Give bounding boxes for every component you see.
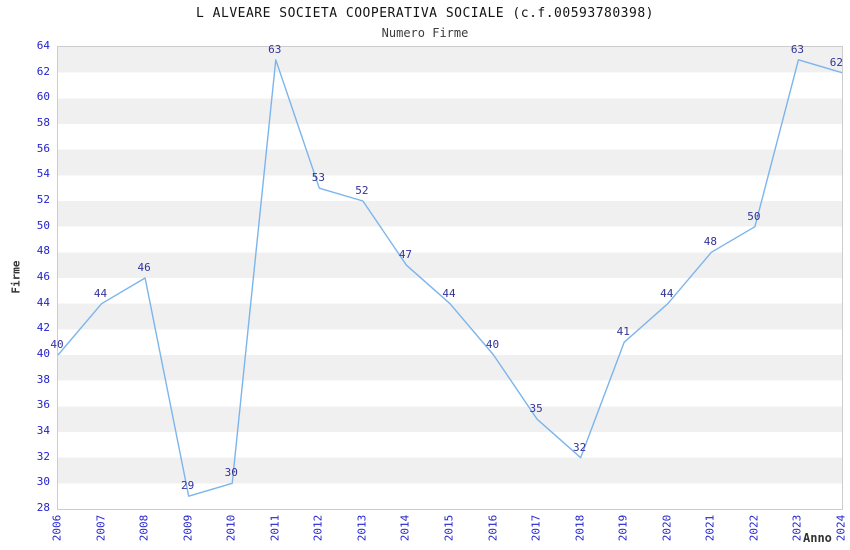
plot-area: [57, 46, 843, 510]
x-axis-tick-label: 2010: [224, 514, 238, 542]
x-axis-tick-label: 2014: [398, 514, 412, 542]
x-axis-tick-label: 2009: [181, 514, 195, 542]
y-axis-tick-label: 28: [36, 501, 50, 514]
x-axis-tick-label: 2019: [616, 514, 630, 542]
data-point-label: 62: [829, 55, 843, 69]
y-axis-tick-label: 46: [36, 270, 50, 283]
data-point-label: 44: [660, 286, 674, 300]
data-point-label: 46: [137, 261, 151, 274]
data-point-label: 63: [790, 42, 805, 56]
x-axis-tick-label: 2020: [660, 514, 674, 542]
x-axis-tick-label: 2021: [703, 514, 717, 542]
data-point-label: 29: [181, 479, 195, 493]
y-axis-tick-label: 32: [36, 449, 50, 463]
x-axis-tick-label: 2016: [486, 514, 500, 542]
data-point-label: 41: [616, 325, 630, 339]
y-axis-tick-label: 30: [36, 475, 50, 489]
x-axis-tick-label: 2011: [268, 514, 282, 542]
x-axis-tick-label: 2015: [442, 514, 456, 542]
y-axis-tick-label: 36: [36, 398, 50, 412]
y-axis-tick-label: 50: [36, 218, 50, 232]
x-axis-tick-label: 2013: [355, 514, 369, 542]
line-series: [57, 59, 843, 497]
y-axis-tick-label: 52: [36, 193, 50, 206]
chart-title: L ALVEARE SOCIETA COOPERATIVA SOCIALE (c…: [196, 6, 654, 21]
data-point-label: 47: [398, 248, 413, 262]
series-polyline: [57, 59, 843, 497]
x-axis-tick-label: 2023: [790, 514, 804, 542]
y-axis-tick-label: 62: [36, 64, 50, 78]
x-axis-tick-label: 2012: [311, 514, 325, 542]
x-axis-tick-label: 2018: [573, 514, 587, 542]
data-point-label: 52: [355, 184, 369, 197]
y-axis-tick-label: 58: [36, 116, 50, 129]
chart-subtitle: Numero Firme: [381, 26, 469, 40]
data-point-label: 40: [50, 338, 64, 351]
x-axis-tick-label: 2008: [137, 514, 151, 542]
data-point-label: 30: [224, 466, 238, 480]
y-axis-tick-label: 42: [36, 321, 50, 335]
y-axis-tick-label: 60: [36, 90, 50, 104]
x-axis-tick-label: 2022: [747, 514, 761, 542]
y-axis-tick-label: 44: [36, 295, 50, 309]
y-axis-tick-label: 54: [36, 167, 50, 181]
y-axis-tick-label: 40: [36, 347, 50, 360]
y-axis-tick-label: 34: [36, 424, 50, 437]
data-point-label: 32: [573, 440, 587, 454]
y-axis-tick-label: 64: [36, 39, 50, 52]
y-axis-tick-label: 48: [36, 244, 50, 258]
x-axis-tick-label: 2024: [834, 514, 848, 542]
y-axis-tick-label: 56: [36, 141, 50, 155]
data-point-label: 35: [529, 402, 543, 416]
x-axis-tick-label: 2017: [529, 514, 543, 542]
data-point-label: 63: [268, 42, 282, 56]
data-point-label: 48: [703, 235, 717, 249]
data-point-label: 50: [747, 209, 761, 223]
x-axis-tick-label: 2006: [50, 514, 64, 542]
data-point-label: 44: [442, 286, 456, 300]
data-point-label: 44: [93, 286, 108, 300]
data-point-label: 53: [311, 171, 325, 185]
y-axis-tick-label: 38: [36, 372, 50, 386]
data-point-label: 40: [485, 338, 500, 351]
x-axis-title: Anno: [803, 531, 832, 545]
x-axis-tick-label: 2007: [94, 514, 108, 542]
